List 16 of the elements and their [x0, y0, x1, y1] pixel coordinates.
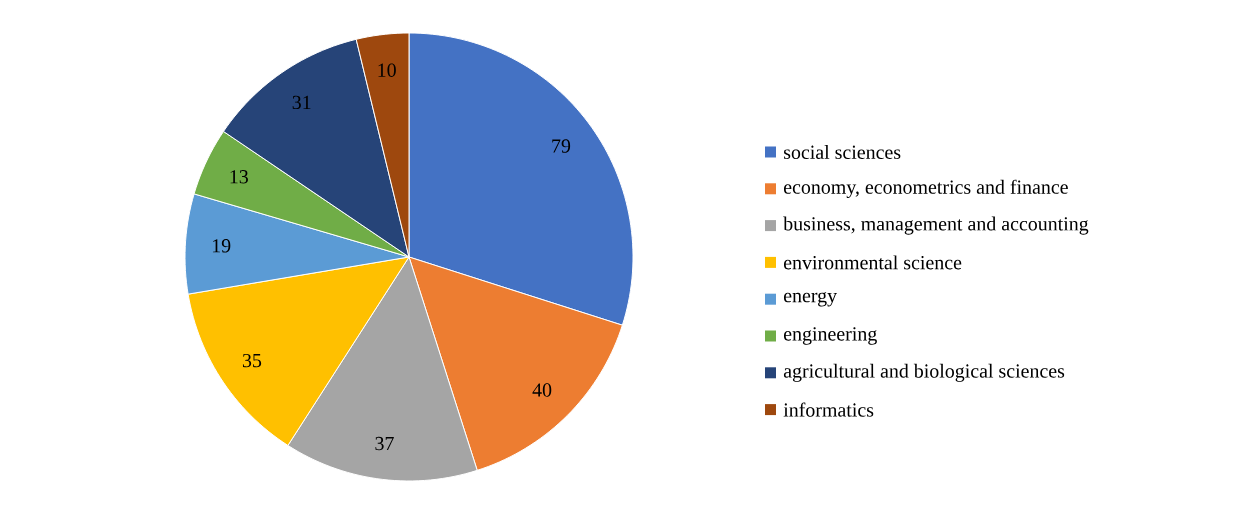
data-label: 37	[375, 436, 394, 451]
data-label: 31	[292, 95, 311, 110]
legend-label: economy, econometrics and finance	[784, 179, 1068, 198]
legend-label: social sciences	[784, 144, 901, 159]
data-label: 13	[230, 170, 248, 184]
legend-label: environmental science	[784, 255, 962, 270]
legend-label: informatics	[783, 402, 874, 417]
legend-label: business, management and accounting	[783, 216, 1089, 235]
data-label: 40	[532, 383, 552, 397]
legend-label: energy	[784, 291, 837, 307]
data-label: 10	[378, 63, 396, 77]
data-label: 79	[552, 139, 571, 153]
data-label: 35	[242, 353, 262, 368]
legend-label: engineering	[784, 327, 877, 345]
data-label: 19	[212, 239, 231, 253]
legend-label: agricultural and biological sciences	[783, 363, 1065, 382]
